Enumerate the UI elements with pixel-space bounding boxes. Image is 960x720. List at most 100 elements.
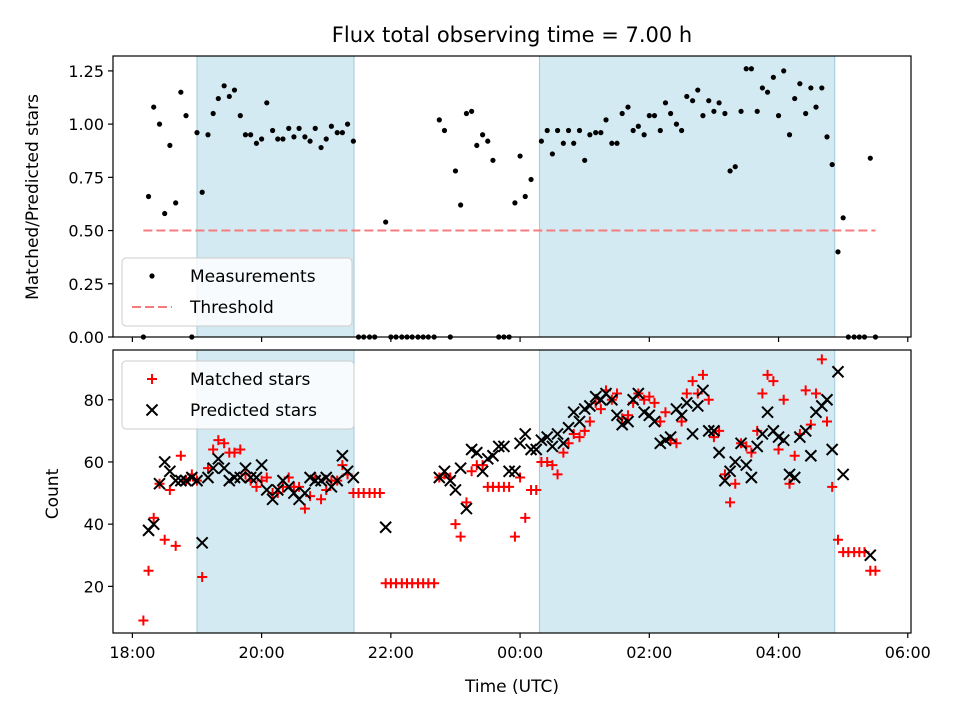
predicted-star-point	[212, 452, 225, 466]
measurement-point	[307, 138, 313, 144]
predicted-star-point	[438, 465, 451, 478]
bottom-x-tick-label: 22:00	[368, 643, 414, 662]
predicted-star-point	[680, 396, 693, 410]
measurement-point	[565, 127, 572, 134]
matched-star-point	[450, 519, 461, 530]
measurement-point	[199, 189, 205, 195]
measurement-point	[867, 155, 873, 161]
matched-star-point	[676, 416, 687, 427]
predicted-star-point	[444, 474, 457, 487]
matched-star-point	[208, 444, 219, 455]
matched-star-point	[148, 512, 159, 523]
predicted-star-point	[250, 471, 263, 484]
matched-star-point	[213, 435, 224, 446]
matched-star-point	[644, 391, 655, 402]
measurement-point	[770, 74, 776, 80]
legend-label: Threshold	[189, 298, 274, 318]
legend-marker-predicted	[145, 403, 159, 417]
predicted-star-point	[820, 393, 834, 406]
matched-star-point	[832, 534, 843, 545]
measurement-point	[554, 127, 561, 134]
predicted-star-point	[610, 409, 624, 422]
measurement-point	[156, 121, 163, 127]
matched-star-point	[612, 388, 622, 399]
measurement-point	[576, 127, 583, 134]
predicted-star-point	[486, 449, 500, 462]
matched-star-point	[558, 447, 569, 458]
matched-star-point	[805, 419, 816, 430]
predicted-star-point	[541, 430, 554, 444]
matched-star-point	[870, 565, 881, 576]
measurement-point	[722, 110, 728, 117]
predicted-star-point	[454, 461, 467, 475]
measurement-point	[743, 66, 749, 72]
predicted-star-point	[513, 437, 527, 450]
measurement-point	[614, 140, 620, 146]
predicted-star-point	[460, 502, 473, 515]
top-y-tick-label: 0.75	[68, 168, 104, 187]
measurement-point	[759, 85, 765, 91]
predicted-star-point	[470, 446, 483, 459]
measurement-point	[215, 95, 221, 102]
measurement-point	[183, 113, 189, 119]
predicted-star-point	[777, 433, 790, 447]
top-y-tick-label: 0.50	[68, 222, 104, 241]
predicted-star-point	[266, 493, 279, 506]
legend-label: Measurements	[190, 267, 316, 287]
bottom-y-tick-label: 20	[84, 577, 104, 596]
measurement-point	[829, 161, 835, 168]
matched-star-point	[746, 447, 757, 458]
matched-star-point	[552, 469, 563, 480]
measurement-point	[328, 123, 334, 129]
predicted-star-point	[557, 437, 570, 450]
measurement-point	[253, 140, 260, 146]
predicted-star-point	[825, 443, 839, 456]
predicted-star-point	[147, 517, 160, 531]
matched-star-point	[229, 447, 240, 458]
predicted-star-point	[153, 477, 166, 490]
bottom-y-tick-label: 80	[84, 391, 104, 410]
chart-title: Flux total observing time = 7.00 h	[332, 23, 692, 47]
measurement-point	[528, 176, 534, 183]
matched-star-point	[138, 615, 149, 626]
matched-star-point	[816, 354, 827, 365]
measurement-point	[162, 210, 168, 217]
measurement-point	[296, 125, 302, 131]
predicted-star-point	[519, 427, 532, 441]
predicted-star-point	[163, 465, 177, 478]
matched-star-point	[687, 376, 698, 387]
legend-marker-measurements	[149, 273, 155, 279]
matched-star-point	[639, 394, 650, 405]
measurement-point	[819, 85, 825, 91]
measurement-point	[264, 100, 270, 106]
predicted-star-point	[379, 521, 392, 534]
measurement-point	[560, 140, 566, 146]
matched-star-point	[547, 460, 558, 471]
predicted-star-point	[239, 461, 252, 475]
predicted-star-point	[761, 405, 774, 419]
top-y-tick-label: 0.00	[68, 328, 104, 347]
measurement-point	[145, 193, 152, 200]
measurement-point	[754, 108, 760, 114]
predicted-star-point	[621, 415, 635, 428]
predicted-star-point	[492, 440, 505, 453]
matched-star-point	[730, 478, 741, 489]
predicted-star-point	[228, 471, 241, 484]
matched-star-point	[261, 472, 272, 483]
measurement-point	[803, 110, 809, 117]
measurement-point	[383, 219, 389, 225]
predicted-star-point	[260, 483, 273, 497]
top-y-tick-label: 1.25	[68, 62, 104, 81]
bottom-y-tick-label: 40	[84, 515, 104, 534]
measurement-point	[474, 142, 480, 149]
matched-star-point	[294, 481, 305, 492]
predicted-star-point	[864, 549, 877, 562]
predicted-star-point	[707, 424, 721, 438]
predicted-star-point	[632, 387, 645, 400]
matched-star-point	[574, 432, 585, 443]
measurement-point	[781, 68, 787, 74]
predicted-star-point	[201, 471, 215, 484]
predicted-star-point	[799, 424, 812, 438]
legend-label: Predicted stars	[190, 401, 317, 421]
measurement-point	[711, 108, 717, 114]
